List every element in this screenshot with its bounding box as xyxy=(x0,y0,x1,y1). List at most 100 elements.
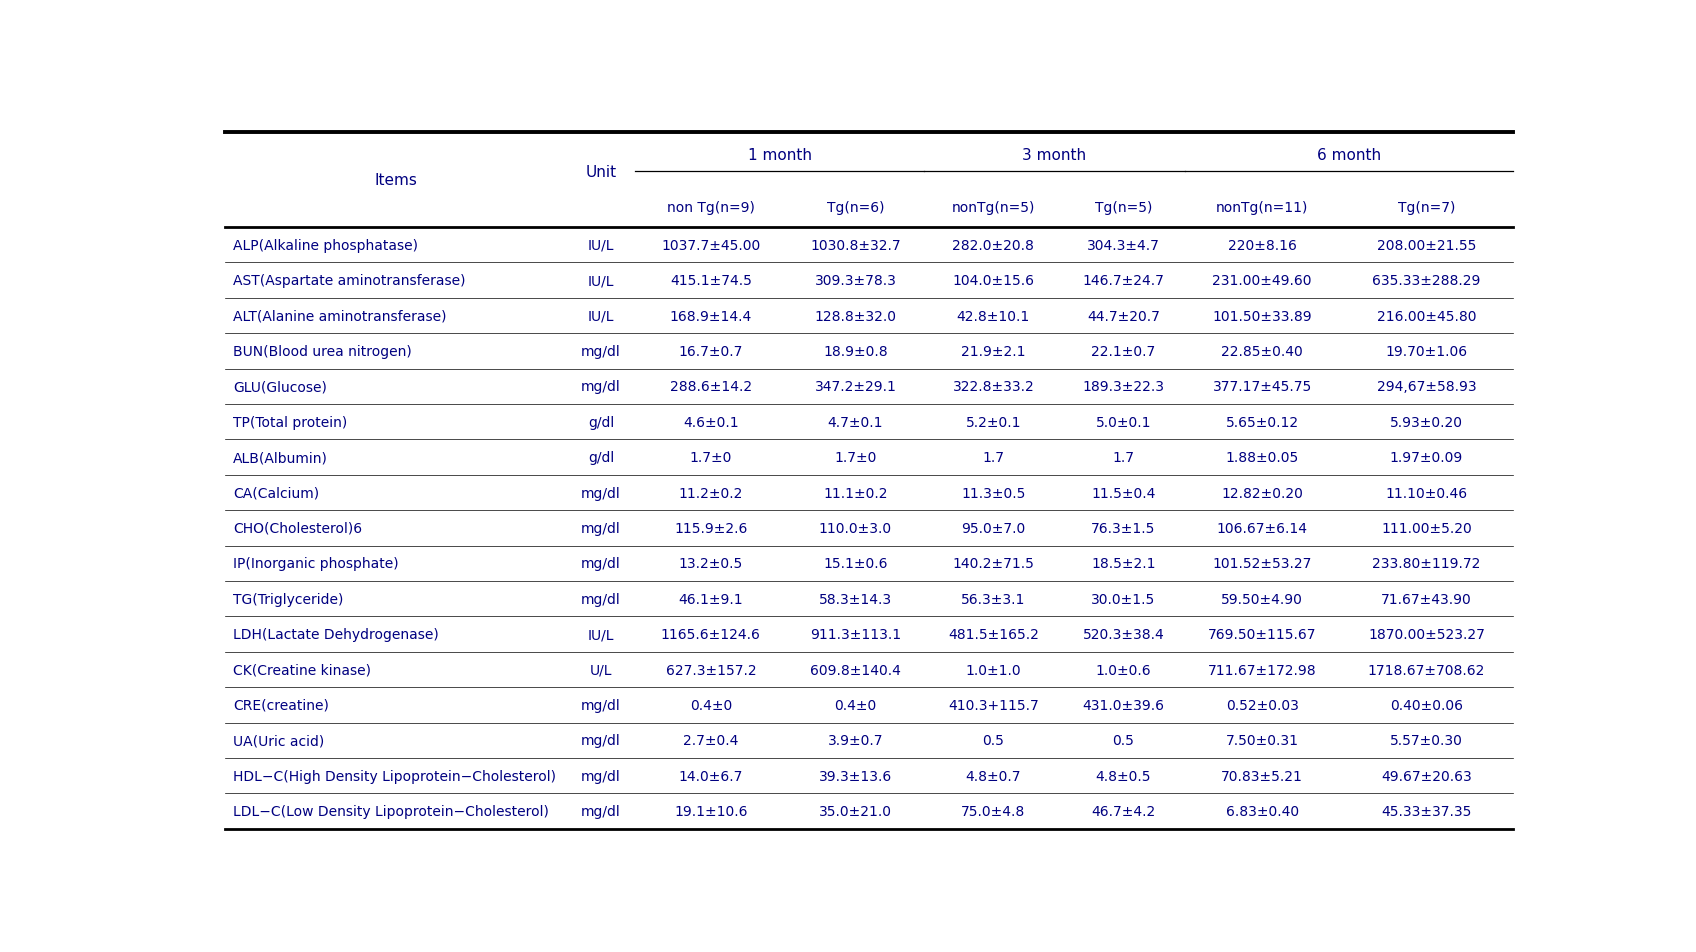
Text: mg/dl: mg/dl xyxy=(582,592,621,606)
Text: 711.67±172.98: 711.67±172.98 xyxy=(1208,663,1316,677)
Text: 30.0±1.5: 30.0±1.5 xyxy=(1092,592,1155,606)
Text: GLU(Glucose): GLU(Glucose) xyxy=(232,380,327,394)
Text: CHO(Cholesterol)6: CHO(Cholesterol)6 xyxy=(232,522,363,535)
Text: 2.7±0.4: 2.7±0.4 xyxy=(683,734,738,747)
Text: 4.6±0.1: 4.6±0.1 xyxy=(683,415,739,429)
Text: 95.0±7.0: 95.0±7.0 xyxy=(962,522,1026,535)
Text: 128.8±32.0: 128.8±32.0 xyxy=(814,309,897,324)
Text: mg/dl: mg/dl xyxy=(582,380,621,394)
Text: 106.67±6.14: 106.67±6.14 xyxy=(1216,522,1308,535)
Text: mg/dl: mg/dl xyxy=(582,769,621,783)
Text: mg/dl: mg/dl xyxy=(582,486,621,500)
Text: ALB(Albumin): ALB(Albumin) xyxy=(232,450,327,465)
Text: 11.1±0.2: 11.1±0.2 xyxy=(823,486,887,500)
Text: 1.7: 1.7 xyxy=(1113,450,1135,465)
Text: 431.0±39.6: 431.0±39.6 xyxy=(1082,698,1165,712)
Text: Tg(n=6): Tg(n=6) xyxy=(826,201,884,215)
Text: 220±8.16: 220±8.16 xyxy=(1228,239,1297,252)
Text: 7.50±0.31: 7.50±0.31 xyxy=(1226,734,1299,747)
Text: 11.2±0.2: 11.2±0.2 xyxy=(678,486,743,500)
Text: 216.00±45.80: 216.00±45.80 xyxy=(1377,309,1476,324)
Text: 42.8±10.1: 42.8±10.1 xyxy=(957,309,1029,324)
Text: 0.4±0: 0.4±0 xyxy=(834,698,877,712)
Text: 282.0±20.8: 282.0±20.8 xyxy=(953,239,1035,252)
Text: mg/dl: mg/dl xyxy=(582,345,621,359)
Text: 5.65±0.12: 5.65±0.12 xyxy=(1226,415,1299,429)
Text: 1030.8±32.7: 1030.8±32.7 xyxy=(811,239,901,252)
Text: mg/dl: mg/dl xyxy=(582,557,621,571)
Text: U/L: U/L xyxy=(590,663,612,677)
Text: 377.17±45.75: 377.17±45.75 xyxy=(1213,380,1311,394)
Text: 1165.6±124.6: 1165.6±124.6 xyxy=(661,627,762,642)
Text: 1037.7±45.00: 1037.7±45.00 xyxy=(661,239,760,252)
Text: 481.5±165.2: 481.5±165.2 xyxy=(948,627,1040,642)
Text: CA(Calcium): CA(Calcium) xyxy=(232,486,319,500)
Text: 4.8±0.7: 4.8±0.7 xyxy=(965,769,1021,783)
Text: 231.00±49.60: 231.00±49.60 xyxy=(1213,274,1313,288)
Text: 101.50±33.89: 101.50±33.89 xyxy=(1213,309,1313,324)
Text: Tg(n=5): Tg(n=5) xyxy=(1096,201,1152,215)
Text: 168.9±14.4: 168.9±14.4 xyxy=(670,309,751,324)
Text: ALP(Alkaline phosphatase): ALP(Alkaline phosphatase) xyxy=(232,239,417,252)
Text: 1.88±0.05: 1.88±0.05 xyxy=(1226,450,1299,465)
Text: ALT(Alanine aminotransferase): ALT(Alanine aminotransferase) xyxy=(232,309,446,324)
Text: LDL−C(Low Density Lipoprotein−Cholesterol): LDL−C(Low Density Lipoprotein−Cholestero… xyxy=(232,804,550,819)
Text: 5.2±0.1: 5.2±0.1 xyxy=(965,415,1021,429)
Text: TP(Total protein): TP(Total protein) xyxy=(232,415,348,429)
Text: 6 month: 6 month xyxy=(1316,149,1381,163)
Text: 46.7±4.2: 46.7±4.2 xyxy=(1092,804,1155,819)
Text: nonTg(n=11): nonTg(n=11) xyxy=(1216,201,1308,215)
Text: 3 month: 3 month xyxy=(1023,149,1087,163)
Text: Items: Items xyxy=(375,172,417,188)
Text: 71.67±43.90: 71.67±43.90 xyxy=(1381,592,1472,606)
Text: 140.2±71.5: 140.2±71.5 xyxy=(953,557,1035,571)
Text: 75.0±4.8: 75.0±4.8 xyxy=(962,804,1026,819)
Text: 115.9±2.6: 115.9±2.6 xyxy=(673,522,748,535)
Text: 104.0±15.6: 104.0±15.6 xyxy=(953,274,1035,288)
Text: 58.3±14.3: 58.3±14.3 xyxy=(819,592,892,606)
Text: 11.3±0.5: 11.3±0.5 xyxy=(962,486,1026,500)
Text: 49.67±20.63: 49.67±20.63 xyxy=(1381,769,1472,783)
Text: 12.82±0.20: 12.82±0.20 xyxy=(1221,486,1303,500)
Text: 0.40±0.06: 0.40±0.06 xyxy=(1391,698,1464,712)
Text: 13.2±0.5: 13.2±0.5 xyxy=(678,557,743,571)
Text: 189.3±22.3: 189.3±22.3 xyxy=(1082,380,1165,394)
Text: 288.6±14.2: 288.6±14.2 xyxy=(670,380,751,394)
Text: IP(Inorganic phosphate): IP(Inorganic phosphate) xyxy=(232,557,399,571)
Text: 111.00±5.20: 111.00±5.20 xyxy=(1381,522,1472,535)
Text: nonTg(n=5): nonTg(n=5) xyxy=(951,201,1035,215)
Text: 635.33±288.29: 635.33±288.29 xyxy=(1372,274,1481,288)
Text: 5.93±0.20: 5.93±0.20 xyxy=(1391,415,1464,429)
Text: CK(Creatine kinase): CK(Creatine kinase) xyxy=(232,663,371,677)
Text: 911.3±113.1: 911.3±113.1 xyxy=(809,627,901,642)
Text: 15.1±0.6: 15.1±0.6 xyxy=(823,557,887,571)
Text: TG(Triglyceride): TG(Triglyceride) xyxy=(232,592,343,606)
Text: 1718.67±708.62: 1718.67±708.62 xyxy=(1367,663,1486,677)
Text: 101.52±53.27: 101.52±53.27 xyxy=(1213,557,1313,571)
Text: 520.3±38.4: 520.3±38.4 xyxy=(1082,627,1165,642)
Text: 18.5±2.1: 18.5±2.1 xyxy=(1091,557,1155,571)
Text: 46.1±9.1: 46.1±9.1 xyxy=(678,592,743,606)
Text: 415.1±74.5: 415.1±74.5 xyxy=(670,274,751,288)
Text: 347.2±29.1: 347.2±29.1 xyxy=(814,380,897,394)
Text: 322.8±33.2: 322.8±33.2 xyxy=(953,380,1035,394)
Text: 1.7: 1.7 xyxy=(982,450,1004,465)
Text: 0.5: 0.5 xyxy=(982,734,1004,747)
Text: g/dl: g/dl xyxy=(589,415,614,429)
Text: 1 month: 1 month xyxy=(748,149,812,163)
Text: AST(Aspartate aminotransferase): AST(Aspartate aminotransferase) xyxy=(232,274,465,288)
Text: BUN(Blood urea nitrogen): BUN(Blood urea nitrogen) xyxy=(232,345,412,359)
Text: 304.3±4.7: 304.3±4.7 xyxy=(1087,239,1160,252)
Text: 4.7±0.1: 4.7±0.1 xyxy=(828,415,884,429)
Text: CRE(creatine): CRE(creatine) xyxy=(232,698,329,712)
Text: HDL−C(High Density Lipoprotein−Cholesterol): HDL−C(High Density Lipoprotein−Cholester… xyxy=(232,769,556,783)
Text: 11.10±0.46: 11.10±0.46 xyxy=(1386,486,1467,500)
Text: Unit: Unit xyxy=(585,165,617,180)
Text: 1.7±0: 1.7±0 xyxy=(834,450,877,465)
Text: 18.9±0.8: 18.9±0.8 xyxy=(823,345,887,359)
Text: 21.9±2.1: 21.9±2.1 xyxy=(962,345,1026,359)
Text: 5.57±0.30: 5.57±0.30 xyxy=(1391,734,1464,747)
Text: 294,67±58.93: 294,67±58.93 xyxy=(1377,380,1476,394)
Text: mg/dl: mg/dl xyxy=(582,522,621,535)
Text: 0.52±0.03: 0.52±0.03 xyxy=(1226,698,1299,712)
